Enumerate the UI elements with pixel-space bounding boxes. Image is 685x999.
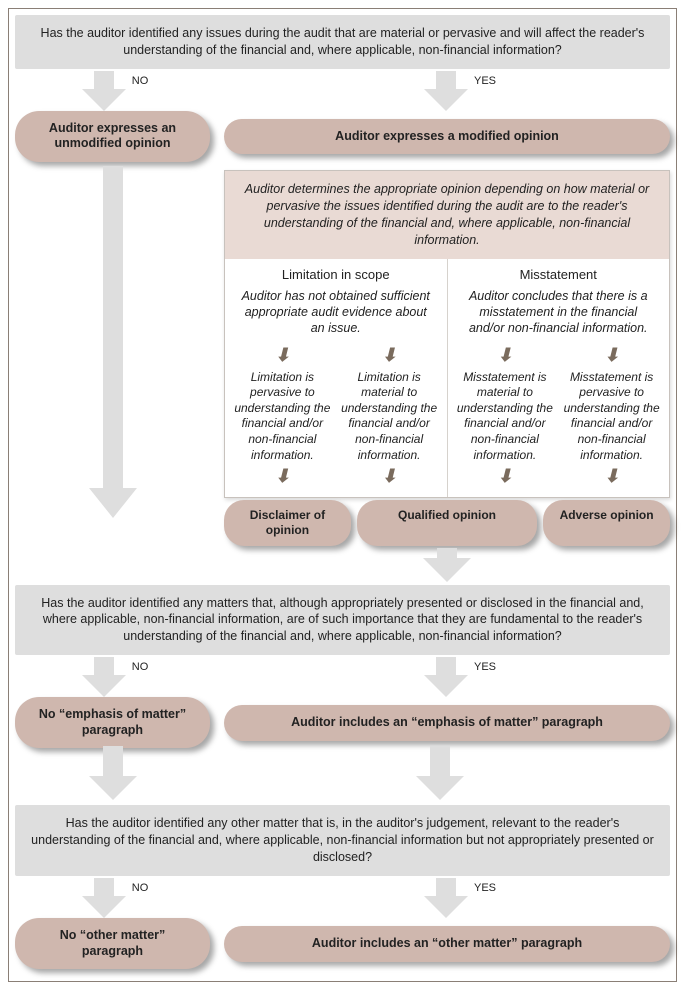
misstatement-pervasive-text: Misstatement is pervasive to understandi… (564, 370, 660, 462)
arrow-down-icon: ⬇ (233, 344, 332, 367)
arrow-down-icon: ⬇ (562, 344, 661, 367)
limitation-material-text: Limitation is material to understanding … (341, 370, 437, 462)
no-emphasis-pill: No “emphasis of matter” paragraph (15, 697, 210, 748)
limitation-title: Limitation in scope (229, 267, 443, 282)
limitation-subtext: Auditor has not obtained sufficient appr… (229, 288, 443, 337)
flowchart-container: Has the auditor identified any issues du… (8, 8, 677, 982)
qualified-opinion-pill: Qualified opinion (357, 500, 537, 546)
no-label: NO (132, 661, 149, 673)
arrow-down-icon: ⬇ (340, 344, 439, 367)
emphasis-pill: Auditor includes an “emphasis of matter”… (224, 705, 670, 741)
question-2: Has the auditor identified any matters t… (15, 585, 670, 656)
no-label: NO (132, 75, 149, 87)
misstatement-material-text: Misstatement is material to understandin… (457, 370, 553, 462)
arrow-down-icon: ⬇ (340, 465, 439, 488)
arrow-down-icon (82, 657, 126, 697)
unmodified-opinion-pill: Auditor expresses an unmodified opinion (15, 111, 210, 162)
arrow-down-icon: ⬇ (562, 465, 661, 488)
limitation-column: Limitation in scope Auditor has not obta… (225, 259, 448, 497)
question-3: Has the auditor identified any other mat… (15, 805, 670, 876)
arrow-down-icon: ⬇ (456, 344, 555, 367)
arrow-down-icon (424, 71, 468, 111)
misstatement-subtext: Auditor concludes that there is a missta… (452, 288, 666, 337)
yes-label: YES (474, 882, 496, 894)
modified-opinion-pill: Auditor expresses a modified opinion (224, 119, 670, 155)
arrow-down-icon (89, 166, 137, 585)
arrow-down-icon (89, 746, 137, 803)
arrow-down-icon: ⬇ (456, 465, 555, 488)
adverse-opinion-pill: Adverse opinion (543, 500, 670, 546)
other-matter-pill: Auditor includes an “other matter” parag… (224, 926, 670, 962)
misstatement-column: Misstatement Auditor concludes that ther… (448, 259, 670, 497)
arrow-down-icon (82, 878, 126, 918)
misstatement-title: Misstatement (452, 267, 666, 282)
yes-label: YES (474, 75, 496, 87)
no-other-matter-pill: No “other matter” paragraph (15, 918, 210, 969)
limitation-pervasive-text: Limitation is pervasive to understanding… (234, 370, 330, 462)
yes-label: YES (474, 661, 496, 673)
modified-opinion-detail-box: Auditor determines the appropriate opini… (224, 170, 670, 498)
q2-branch-row: NO YES (15, 657, 670, 697)
no-label: NO (132, 882, 149, 894)
arrow-down-icon (424, 878, 468, 918)
disclaimer-opinion-pill: Disclaimer of opinion (224, 500, 351, 546)
arrow-down-icon (423, 571, 471, 585)
arrow-down-icon: ⬇ (233, 465, 332, 488)
q3-branch-row: NO YES (15, 878, 670, 918)
arrow-down-icon (416, 746, 464, 803)
arrow-down-icon (424, 657, 468, 697)
detail-header: Auditor determines the appropriate opini… (225, 171, 669, 259)
question-1: Has the auditor identified any issues du… (15, 15, 670, 69)
q1-branch-row: NO YES (15, 71, 670, 111)
arrow-down-icon (82, 71, 126, 111)
